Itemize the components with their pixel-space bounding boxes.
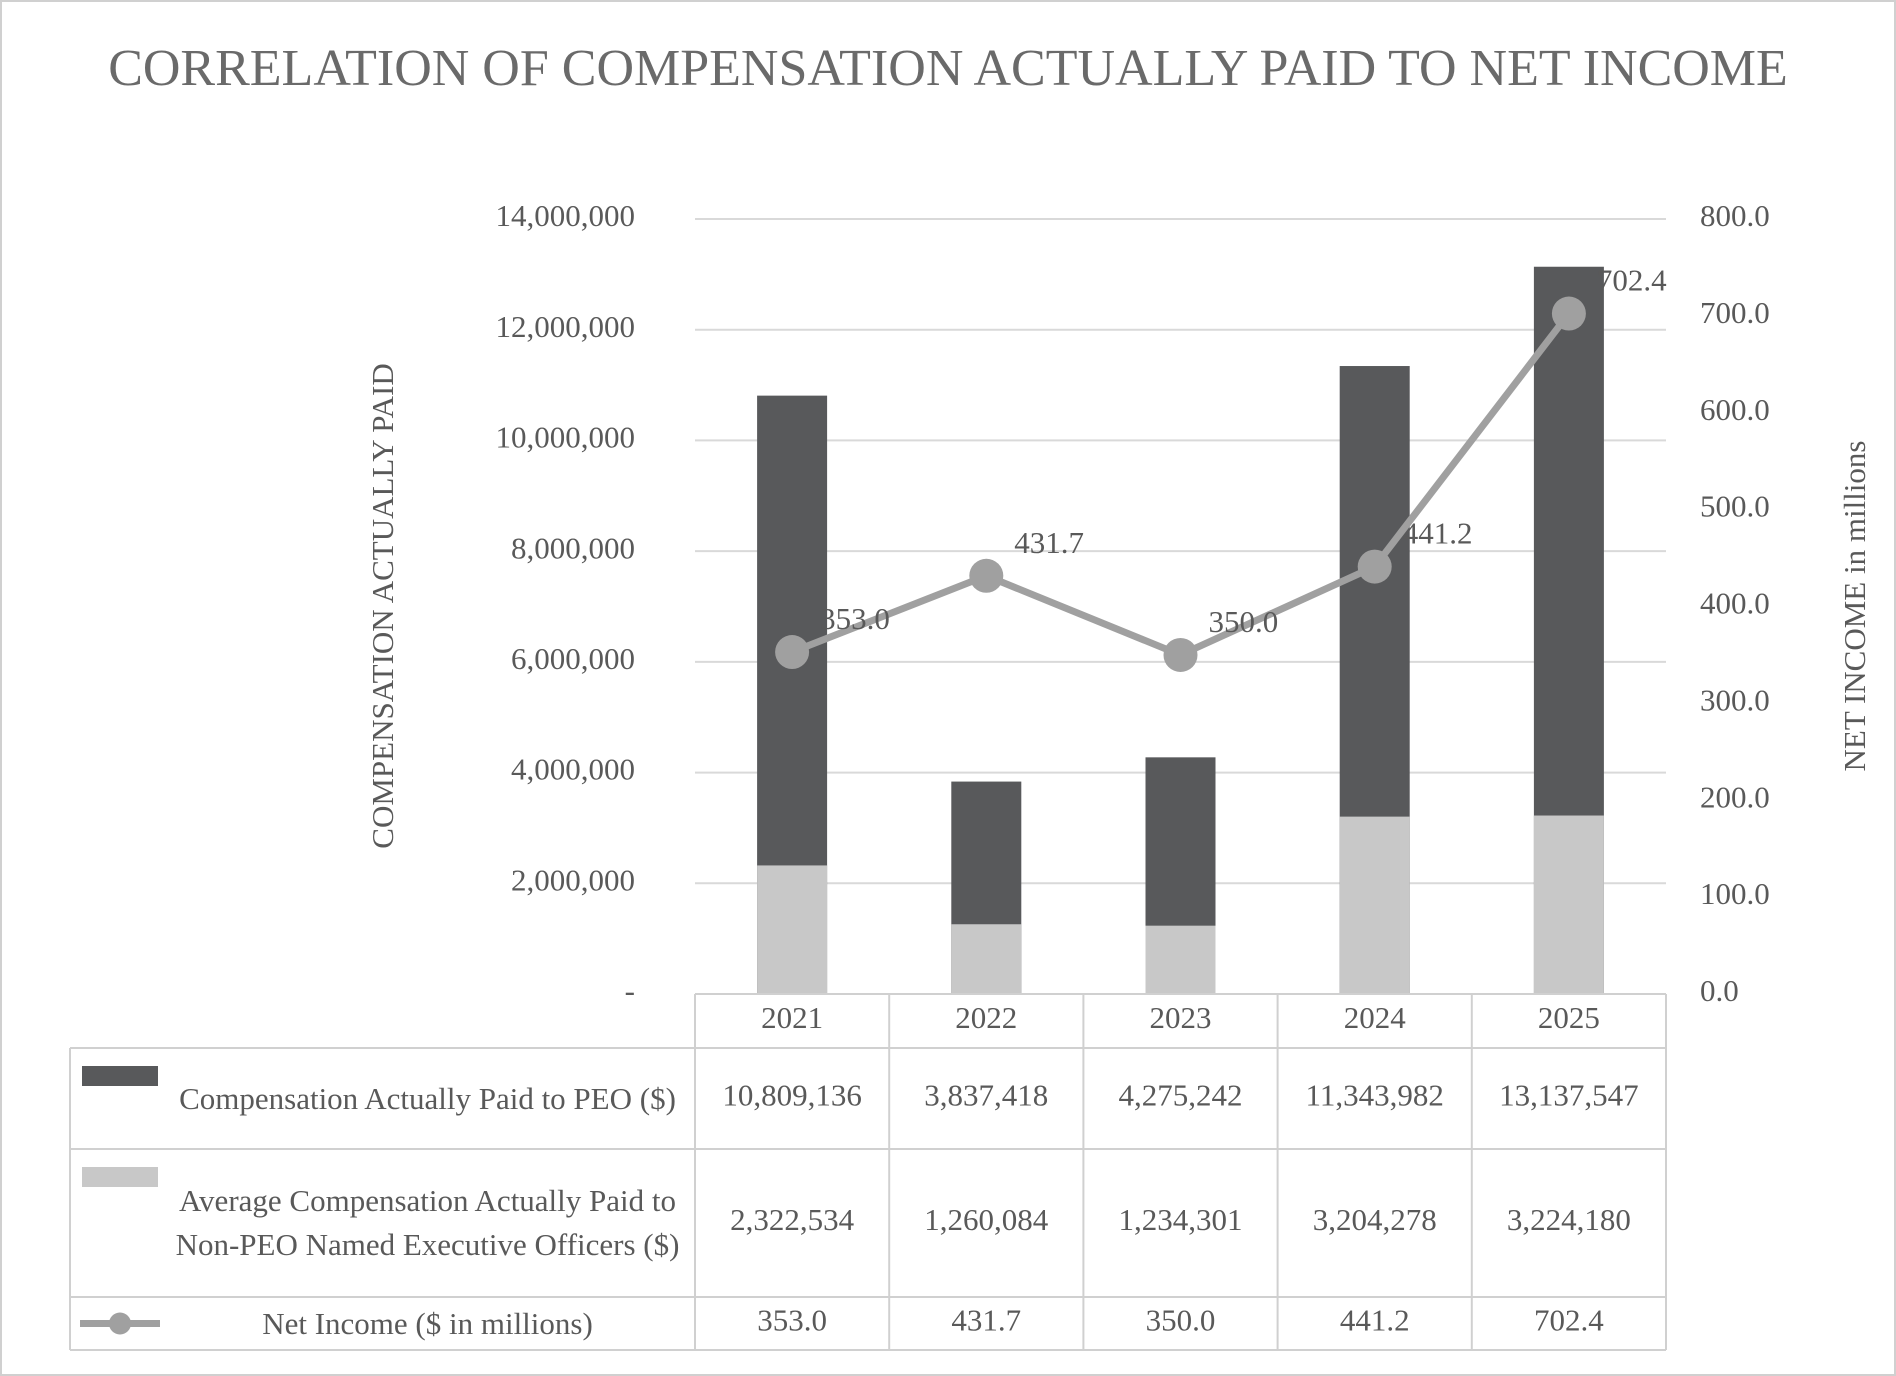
legend-swatch: [109, 1312, 131, 1335]
x-tick-label: 2023: [1150, 1000, 1212, 1035]
legend-swatch: [82, 1066, 158, 1086]
table-cell: 10,809,136: [722, 1078, 862, 1113]
legend-swatch: [82, 1167, 158, 1187]
table-cell: 441.2: [1340, 1303, 1410, 1338]
y-tick-label: 12,000,000: [496, 309, 636, 344]
y2-tick-label: 200.0: [1700, 779, 1770, 814]
y2-axis-title: NET INCOME in millions: [1837, 441, 1872, 772]
marker: [1551, 296, 1586, 331]
table-cell: 350.0: [1146, 1303, 1216, 1338]
data-label: 350.0: [1209, 604, 1279, 639]
y2-tick-label: 400.0: [1700, 586, 1770, 621]
y2-tick-label: 500.0: [1700, 489, 1770, 524]
legend-label: Net Income ($ in millions): [262, 1305, 593, 1341]
y-tick-label: -: [625, 973, 635, 1008]
y2-tick-label: 0.0: [1700, 973, 1739, 1008]
y2-tick-label: 300.0: [1700, 682, 1770, 717]
line: [790, 311, 1572, 659]
table-cell: 11,343,982: [1306, 1078, 1444, 1113]
bar: [1339, 816, 1410, 994]
data-label: 431.7: [1014, 525, 1084, 560]
y-tick-label: 8,000,000: [511, 530, 635, 565]
table-cell: 4,275,242: [1119, 1078, 1243, 1113]
y-axis-title: COMPENSATION ACTUALLY PAID: [365, 363, 400, 848]
chart-title: CORRELATION OF COMPENSATION ACTUALLY PAI…: [108, 40, 1788, 97]
marker: [775, 635, 810, 670]
table-cell: 431.7: [951, 1303, 1021, 1338]
data-label: 702.4: [1597, 263, 1667, 298]
data-label: 441.2: [1403, 516, 1473, 551]
table-cell: 1,234,301: [1119, 1202, 1243, 1237]
y-tick-label: 2,000,000: [511, 862, 635, 897]
x-tick-label: 2022: [955, 1000, 1017, 1035]
table-cell: 702.4: [1534, 1303, 1604, 1338]
x-tick-label: 2024: [1344, 1000, 1407, 1035]
table-cell: 3,204,278: [1313, 1202, 1437, 1237]
table-cell: 3,837,418: [924, 1078, 1048, 1113]
data-label: 353.0: [820, 601, 890, 636]
y2-tick-label: 700.0: [1700, 295, 1770, 330]
y-tick-label: 14,000,000: [496, 198, 636, 233]
marker: [1163, 637, 1198, 672]
table-cell: 353.0: [757, 1303, 827, 1338]
y-tick-label: 4,000,000: [511, 752, 635, 787]
table-cell: 3,224,180: [1507, 1202, 1631, 1237]
bar: [757, 865, 828, 994]
marker: [1357, 549, 1392, 584]
y2-tick-label: 800.0: [1700, 198, 1770, 233]
marker: [969, 558, 1004, 593]
y2-tick-label: 600.0: [1700, 392, 1770, 427]
y-tick-label: 10,000,000: [496, 420, 636, 455]
y2-tick-label: 100.0: [1700, 876, 1770, 911]
bar: [1145, 925, 1216, 994]
legend-label: Average Compensation Actually Paid to No…: [175, 1183, 680, 1262]
table-cell: 1,260,084: [924, 1202, 1049, 1237]
table-cell: 2,322,534: [730, 1202, 855, 1237]
table-cell: 13,137,547: [1499, 1078, 1639, 1113]
x-tick-label: 2021: [761, 1000, 823, 1035]
y-tick-label: 6,000,000: [511, 641, 635, 676]
bar: [951, 924, 1022, 994]
legend-label: Compensation Actually Paid to PEO ($): [179, 1080, 676, 1116]
bar: [1533, 815, 1604, 994]
x-tick-label: 2025: [1538, 1000, 1600, 1035]
